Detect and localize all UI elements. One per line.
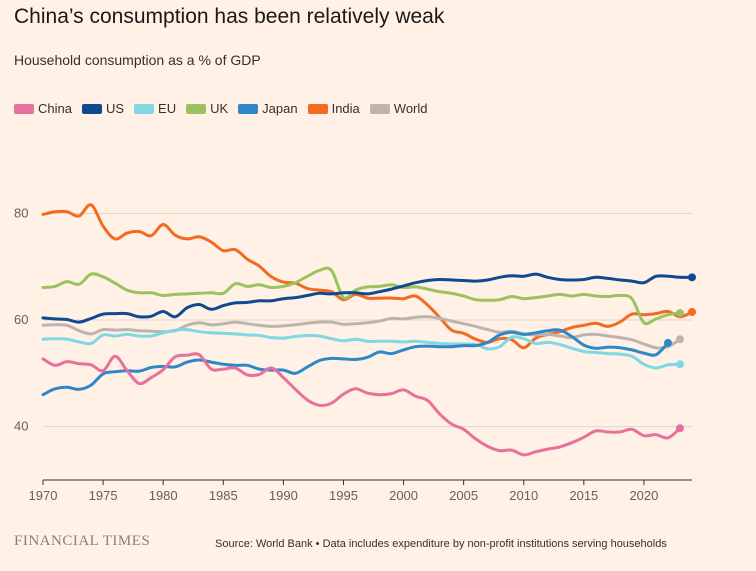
legend-item-japan: Japan [238,101,298,116]
series-line-us [41,272,694,324]
legend-label: China [38,101,72,116]
y-tick-label: 40 [14,419,28,434]
x-tick-label: 1985 [209,488,238,503]
legend-label: Japan [262,101,298,116]
x-tick-label: 2005 [449,488,478,503]
chart-title: China’s consumption has been relatively … [14,5,445,28]
legend-item-us: US [81,101,125,116]
publisher-brand: FINANCIAL TIMES [14,533,151,549]
series-line-world [41,315,682,350]
series-line-eu [41,327,682,370]
series-end-dot-uk [675,309,684,318]
y-tick-label: 60 [14,312,28,327]
source-note: Source: World Bank • Data includes expen… [215,538,667,550]
series-end-dot-world [675,335,684,344]
legend-swatch [134,103,155,114]
x-tick-label: 1995 [329,488,358,503]
x-tick-label: 1970 [29,488,58,503]
series-line-china [41,352,682,457]
x-tick-label: 2000 [389,488,418,503]
series-end-dot-us [688,273,696,282]
legend-label: UK [210,101,229,116]
x-tick-label: 2020 [629,488,658,503]
x-tick-label: 2015 [569,488,598,503]
series-end-dot-india [688,308,696,316]
legend-label: US [105,101,125,116]
series-end-dot-japan [663,338,672,347]
series-line-japan [41,328,670,397]
x-tick-label: 1975 [89,488,118,503]
series-line-uk [41,266,682,326]
legend-item-uk: UK [186,101,228,116]
legend-item-china: China [14,101,72,116]
series-end-dot-eu [675,360,684,369]
legend-label: World [393,101,428,116]
legend-swatch [14,103,34,114]
series-end-dot-china [675,424,684,433]
legend-swatch [307,103,328,114]
legend-label: India [331,101,360,116]
chart-subtitle: Household consumption as a % of GDP [14,52,261,68]
x-tick-label: 1980 [149,488,178,503]
legend-swatch [186,103,207,114]
y-tick-label: 80 [14,205,28,220]
legend-item-eu: EU [134,101,176,116]
legend-swatch [81,103,102,114]
series-line-india [41,203,694,350]
chart-legend: China US EU UK Japan India World [14,101,438,116]
legend-label: EU [158,101,177,116]
legend-swatch [369,103,390,114]
x-tick-label: 1990 [269,488,298,503]
legend-item-world: World [369,101,428,116]
legend-swatch [238,103,259,114]
x-tick-label: 2010 [509,488,538,503]
legend-item-india: India [307,101,360,116]
